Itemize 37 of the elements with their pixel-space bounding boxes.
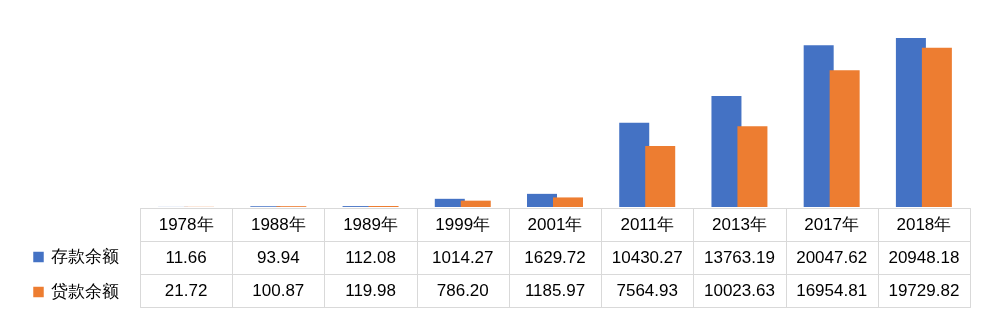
x-tick-label: 2017年 — [804, 214, 860, 234]
bar — [829, 70, 860, 207]
x-tick-label: 2013年 — [712, 214, 767, 234]
data-label: 1185.97 — [524, 280, 586, 300]
data-label: 119.98 — [345, 280, 396, 300]
data-label: 13763.19 — [703, 247, 775, 267]
data-label: 19729.82 — [888, 280, 960, 300]
bar — [737, 126, 768, 207]
bar — [552, 197, 583, 207]
x-tick-label: 1999年 — [435, 214, 491, 234]
bar — [711, 95, 742, 207]
legend-label: 存款余额 — [51, 247, 119, 266]
bar — [619, 122, 650, 207]
x-tick-label: 1978年 — [158, 214, 214, 234]
x-tick-label: 2001年 — [527, 214, 583, 234]
data-label: 7564.93 — [616, 280, 678, 300]
x-tick-label: 1988年 — [250, 214, 306, 234]
data-label: 100.87 — [252, 280, 305, 300]
bar — [460, 200, 491, 207]
bar — [645, 145, 676, 207]
data-label: 11.66 — [165, 247, 207, 267]
data-label: 20047.62 — [796, 247, 868, 267]
x-tick-label: 1989年 — [343, 214, 398, 234]
data-label: 1014.27 — [432, 247, 494, 267]
data-label: 20948.18 — [888, 247, 960, 267]
data-label: 21.72 — [164, 280, 208, 300]
data-label: 112.08 — [345, 247, 396, 267]
x-tick-label: 2018年 — [896, 214, 952, 234]
data-label: 786.20 — [436, 280, 489, 300]
data-label: 10430.27 — [611, 247, 683, 267]
data-label: 1629.72 — [524, 247, 586, 267]
legend-label: 贷款余额 — [51, 282, 119, 301]
data-label: 93.94 — [257, 247, 300, 267]
x-tick-label: 2011年 — [620, 214, 674, 234]
data-label: 16954.81 — [796, 280, 868, 300]
data-label: 10023.63 — [703, 280, 775, 300]
bar — [921, 47, 952, 207]
